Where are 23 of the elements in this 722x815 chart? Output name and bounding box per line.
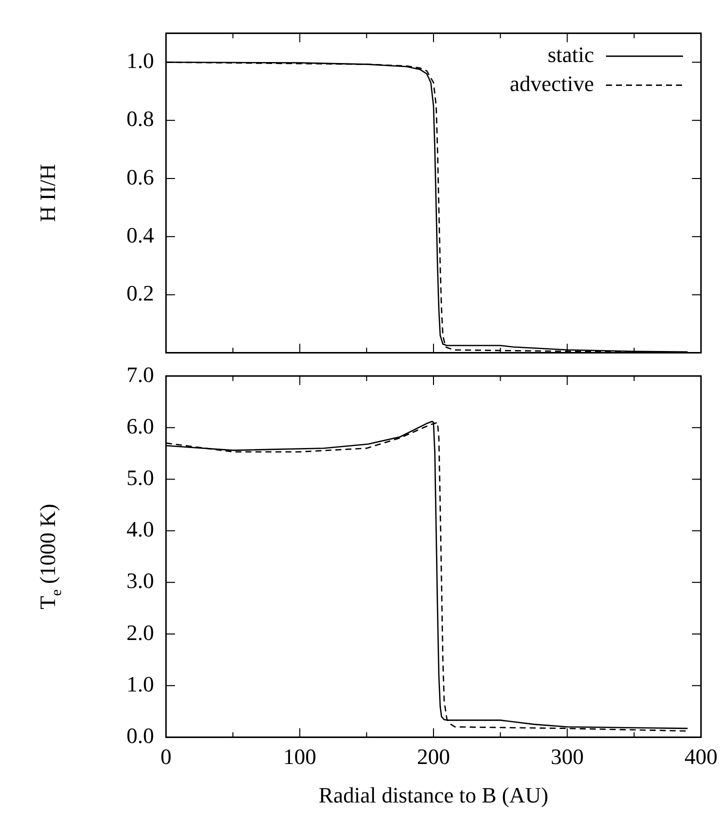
y-tick-label: 0.6 bbox=[126, 164, 154, 190]
y-tick-label: 7.0 bbox=[126, 362, 154, 387]
x-tick-label: 200 bbox=[417, 744, 450, 770]
x-tick-label: 100 bbox=[283, 744, 316, 770]
y-tick-label: 6.0 bbox=[126, 413, 154, 438]
y-axis-title: Te (1000 K) bbox=[35, 504, 65, 610]
y-tick-label: 0.2 bbox=[126, 280, 154, 306]
x-tick-label: 0 bbox=[160, 744, 172, 770]
x-tick-label: 300 bbox=[550, 744, 584, 770]
y-tick-label: 0.4 bbox=[126, 222, 154, 248]
y-tick-label: 3.0 bbox=[126, 568, 154, 594]
y-tick-label: 1.0 bbox=[126, 671, 154, 696]
y-axis-title: H II/H bbox=[35, 164, 60, 222]
y-tick-label: 1.0 bbox=[126, 48, 154, 74]
y-tick-label: 0.8 bbox=[126, 106, 154, 132]
y-tick-label: 5.0 bbox=[126, 464, 154, 490]
x-tick-label: 400 bbox=[684, 744, 718, 770]
x-axis-title: Radial distance to B (AU) bbox=[318, 782, 548, 808]
y-tick-label: 2.0 bbox=[126, 620, 154, 645]
y-tick-label: 0.0 bbox=[126, 722, 154, 748]
y-tick-label: 4.0 bbox=[126, 516, 154, 542]
legend-label: static bbox=[548, 42, 594, 67]
legend-label: advective bbox=[510, 70, 594, 96]
